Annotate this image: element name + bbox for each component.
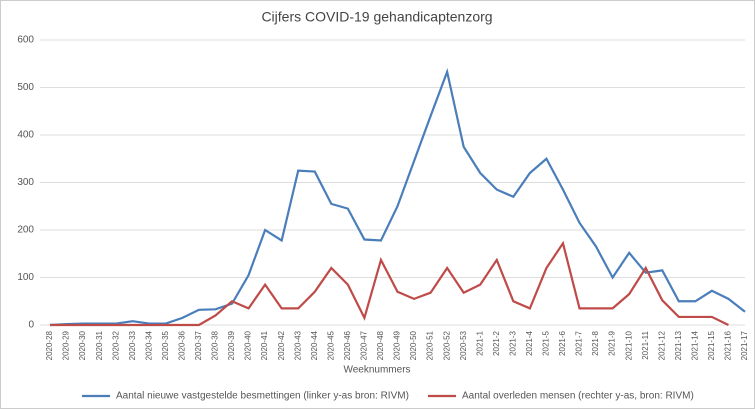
x-tick-label: 2020-29 xyxy=(62,330,71,360)
x-tick-label: 2020-43 xyxy=(293,330,302,360)
x-tick-label: 2020-28 xyxy=(45,330,54,360)
x-tick-label: 2021-2 xyxy=(492,330,501,355)
x-tick-label: 2020-42 xyxy=(277,330,286,360)
data-line xyxy=(50,240,729,327)
x-tick-label: 2021-17 xyxy=(740,330,749,360)
x-tick-label: 2020-47 xyxy=(360,330,369,360)
x-tick-label: 2020-51 xyxy=(426,330,435,360)
x-tick-label: 2021-14 xyxy=(690,330,699,360)
y-tick-label: 500 xyxy=(17,82,34,93)
x-tick-label: 2020-50 xyxy=(409,330,418,360)
x-tick-label: 2020-40 xyxy=(244,330,253,360)
x-tick-label: 2021-13 xyxy=(674,330,683,360)
x-tick-label: 2021-8 xyxy=(591,330,600,355)
x-tick-label: 2020-38 xyxy=(211,330,220,360)
x-tick-label: 2021-3 xyxy=(508,330,517,355)
x-tick-label: 2020-44 xyxy=(310,330,319,360)
x-tick-label: 2020-45 xyxy=(326,330,335,360)
x-tick-label: 2020-33 xyxy=(128,330,137,360)
x-tick-label: 2021-16 xyxy=(724,330,733,360)
x-tick-label: 2021-9 xyxy=(608,330,617,355)
y-tick-label: 200 xyxy=(17,225,34,236)
x-tick-label: 2021-7 xyxy=(575,330,584,355)
x-tick-label: 2021-6 xyxy=(558,330,567,355)
data-line xyxy=(49,67,746,327)
x-tick-label: 2021-4 xyxy=(525,330,534,355)
legend-label: Aantal overleden mensen (rechter y-as, b… xyxy=(462,391,694,402)
x-tick-label: 2021-12 xyxy=(657,330,666,360)
y-tick-label: 300 xyxy=(17,177,34,188)
x-tick-label: 2020-34 xyxy=(144,330,153,360)
x-tick-label: 2020-52 xyxy=(442,330,451,360)
x-tick-label: 2020-48 xyxy=(376,330,385,360)
x-tick-label: 2020-31 xyxy=(95,330,104,360)
x-tick-label: 2020-39 xyxy=(227,330,236,360)
x-tick-label: 2020-37 xyxy=(194,330,203,360)
x-tick-label: 2020-36 xyxy=(177,330,186,360)
x-tick-label: 2021-1 xyxy=(475,330,484,355)
y-tick-label: 600 xyxy=(17,35,34,46)
x-tick-label: 2021-5 xyxy=(542,330,551,355)
x-tick-label: 2020-53 xyxy=(459,330,468,360)
x-tick-label: 2021-10 xyxy=(624,330,633,360)
x-tick-label: 2020-35 xyxy=(161,330,170,360)
chart-title: Cijfers COVID-19 gehandicaptenzorg xyxy=(261,9,492,25)
y-tick-label: 100 xyxy=(17,272,34,283)
x-tick-label: 2020-46 xyxy=(343,330,352,360)
y-tick-label: 0 xyxy=(28,320,34,331)
legend-label: Aantal nieuwe vastgestelde besmettingen … xyxy=(116,391,409,402)
y-tick-label: 400 xyxy=(17,130,34,141)
x-tick-label: 2021-11 xyxy=(641,330,650,359)
x-tick-label: 2020-30 xyxy=(78,330,87,360)
x-axis-label: Weeknummers xyxy=(343,365,410,376)
x-tick-label: 2020-41 xyxy=(260,330,269,360)
x-tick-label: 2020-49 xyxy=(393,330,402,360)
x-tick-label: 2021-15 xyxy=(707,330,716,360)
x-tick-label: 2020-32 xyxy=(111,330,120,360)
